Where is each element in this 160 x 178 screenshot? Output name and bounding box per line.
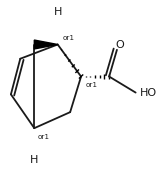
Text: or1: or1 — [86, 82, 98, 88]
Text: H: H — [53, 7, 62, 17]
Text: or1: or1 — [62, 35, 74, 41]
Text: H: H — [30, 155, 39, 165]
Text: O: O — [116, 40, 124, 50]
Text: HO: HO — [140, 88, 157, 98]
Polygon shape — [34, 40, 58, 49]
Text: or1: or1 — [37, 134, 49, 140]
